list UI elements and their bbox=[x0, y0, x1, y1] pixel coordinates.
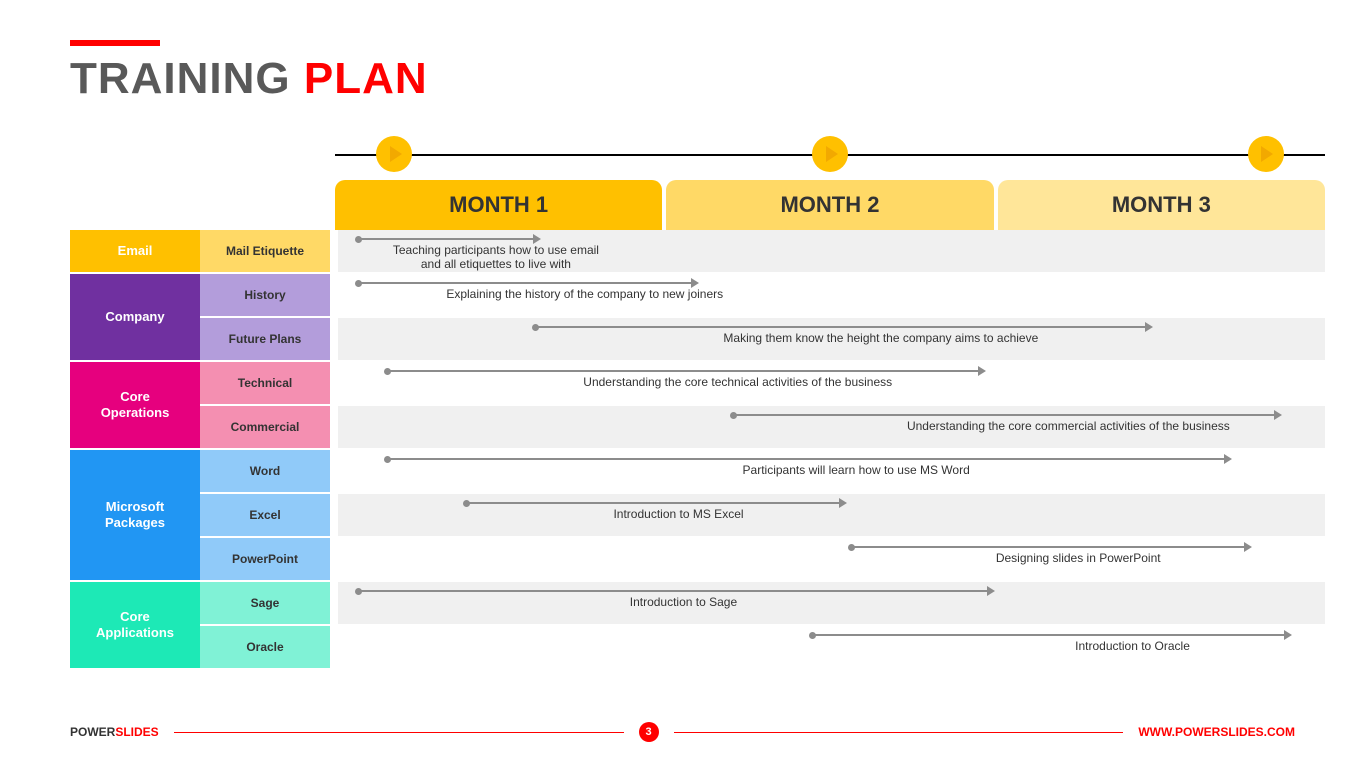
gantt-cell: Explaining the history of the company to… bbox=[338, 274, 1325, 316]
gantt-bar bbox=[387, 370, 979, 372]
category-cell: CoreApplications bbox=[70, 582, 200, 668]
gantt-cell: Making them know the height the company … bbox=[338, 318, 1325, 360]
subcategory-cell: History bbox=[200, 274, 330, 316]
gantt-cell: Introduction to MS Excel bbox=[338, 494, 1325, 536]
subcategory-cell: Sage bbox=[200, 582, 330, 624]
footer-url: WWW.POWERSLIDES.COM bbox=[1138, 725, 1295, 739]
gantt-bar bbox=[851, 546, 1246, 548]
gantt-bar bbox=[358, 238, 536, 240]
gantt-bar-label: Teaching participants how to use emailan… bbox=[358, 244, 634, 272]
gantt-row: Mail Etiquette Teaching participants how … bbox=[200, 230, 1325, 272]
gantt-bar bbox=[358, 590, 990, 592]
timeline-play-icon bbox=[812, 136, 848, 172]
slide-footer: POWERSLIDES 3 WWW.POWERSLIDES.COM bbox=[70, 722, 1295, 742]
month-header: MONTH 1 bbox=[335, 180, 662, 230]
gantt-cell: Understanding the core technical activit… bbox=[338, 362, 1325, 404]
gantt-grid: EmailMail Etiquette Teaching participants… bbox=[70, 230, 1325, 670]
category-cell: Company bbox=[70, 274, 200, 360]
gantt-cell: Introduction to Sage bbox=[338, 582, 1325, 624]
gantt-bar-label: Understanding the core technical activit… bbox=[516, 376, 960, 390]
footer-brand-1: POWER bbox=[70, 725, 115, 739]
subcategory-cell: Commercial bbox=[200, 406, 330, 448]
page-number-badge: 3 bbox=[639, 722, 659, 742]
gantt-row: Sage Introduction to Sage bbox=[200, 582, 1325, 624]
gantt-bar-label: Participants will learn how to use MS Wo… bbox=[683, 464, 1028, 478]
gantt-bar bbox=[812, 634, 1286, 636]
subcategory-cell: Mail Etiquette bbox=[200, 230, 330, 272]
gantt-cell: Participants will learn how to use MS Wo… bbox=[338, 450, 1325, 492]
gantt-cell: Introduction to Oracle bbox=[338, 626, 1325, 668]
category-group: MicrosoftPackagesWord Participants will l… bbox=[70, 450, 1325, 582]
category-group: EmailMail Etiquette Teaching participants… bbox=[70, 230, 1325, 274]
gantt-bar bbox=[466, 502, 841, 504]
gantt-bar-label: Explaining the history of the company to… bbox=[397, 288, 772, 302]
timeline-play-icon bbox=[1248, 136, 1284, 172]
gantt-cell: Teaching participants how to use emailan… bbox=[338, 230, 1325, 272]
month-tabs: MONTH 1MONTH 2MONTH 3 bbox=[335, 180, 1325, 230]
category-group: CoreOperationsTechnical Understanding the… bbox=[70, 362, 1325, 450]
gantt-row: Technical Understanding the core technica… bbox=[200, 362, 1325, 404]
gantt-row: Word Participants will learn how to use M… bbox=[200, 450, 1325, 492]
gantt-bar-label: Understanding the core commercial activi… bbox=[832, 420, 1306, 434]
subcategory-cell: PowerPoint bbox=[200, 538, 330, 580]
gantt-row: History Explaining the history of the com… bbox=[200, 274, 1325, 316]
gantt-row: Oracle Introduction to Oracle bbox=[200, 626, 1325, 668]
gantt-bar-label: Designing slides in PowerPoint bbox=[930, 552, 1226, 566]
gantt-bar bbox=[387, 458, 1226, 460]
subcategory-cell: Technical bbox=[200, 362, 330, 404]
footer-line-left bbox=[174, 732, 624, 733]
gantt-bar bbox=[733, 414, 1276, 416]
gantt-bar-label: Introduction to Oracle bbox=[1009, 640, 1256, 654]
title-part-2: PLAN bbox=[304, 54, 428, 103]
category-group: CompanyHistory Explaining the history of … bbox=[70, 274, 1325, 362]
gantt-row: Commercial Understanding the core commerc… bbox=[200, 406, 1325, 448]
subcategory-cell: Excel bbox=[200, 494, 330, 536]
gantt-row: Excel Introduction to MS Excel bbox=[200, 494, 1325, 536]
subcategory-cell: Word bbox=[200, 450, 330, 492]
subcategory-cell: Oracle bbox=[200, 626, 330, 668]
subcategory-cell: Future Plans bbox=[200, 318, 330, 360]
gantt-cell: Understanding the core commercial activi… bbox=[338, 406, 1325, 448]
category-cell: Email bbox=[70, 230, 200, 272]
category-cell: CoreOperations bbox=[70, 362, 200, 448]
gantt-bar-label: Making them know the height the company … bbox=[634, 332, 1128, 346]
gantt-bar bbox=[358, 282, 694, 284]
gantt-bar-label: Introduction to MS Excel bbox=[555, 508, 802, 522]
gantt-row: PowerPoint Designing slides in PowerPoint bbox=[200, 538, 1325, 580]
footer-line-right bbox=[674, 732, 1124, 733]
timeline-play-icon bbox=[376, 136, 412, 172]
footer-brand-2: SLIDES bbox=[115, 725, 158, 739]
gantt-cell: Designing slides in PowerPoint bbox=[338, 538, 1325, 580]
gantt-bar-label: Introduction to Sage bbox=[585, 596, 782, 610]
month-header: MONTH 3 bbox=[998, 180, 1325, 230]
title-part-1: TRAINING bbox=[70, 54, 291, 103]
slide: TRAINING PLAN MONTH 1MONTH 2MONTH 3 Emai… bbox=[0, 0, 1365, 767]
category-group: CoreApplicationsSage Introduction to Sage… bbox=[70, 582, 1325, 670]
category-cell: MicrosoftPackages bbox=[70, 450, 200, 580]
slide-title: TRAINING PLAN bbox=[70, 54, 1295, 104]
month-header: MONTH 2 bbox=[666, 180, 993, 230]
gantt-bar bbox=[535, 326, 1147, 328]
gantt-row: Future Plans Making them know the height … bbox=[200, 318, 1325, 360]
title-accent-bar bbox=[70, 40, 160, 46]
footer-brand: POWERSLIDES bbox=[70, 725, 159, 739]
